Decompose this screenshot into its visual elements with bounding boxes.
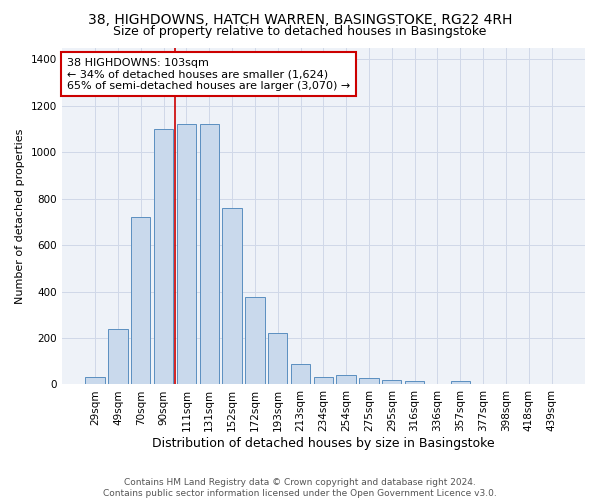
Bar (382, 380, 401, 384)
Bar (200, 124, 219, 384)
Bar (154, 129, 173, 384)
Bar (108, 328, 128, 384)
Bar (223, 208, 242, 384)
Bar (291, 364, 310, 384)
Bar (131, 217, 151, 384)
X-axis label: Distribution of detached houses by size in Basingstoke: Distribution of detached houses by size … (152, 437, 494, 450)
Text: Size of property relative to detached houses in Basingstoke: Size of property relative to detached ho… (113, 25, 487, 38)
Bar (337, 375, 356, 384)
Bar (268, 334, 287, 384)
Bar (359, 378, 379, 384)
Text: 38, HIGHDOWNS, HATCH WARREN, BASINGSTOKE, RG22 4RH: 38, HIGHDOWNS, HATCH WARREN, BASINGSTOKE… (88, 12, 512, 26)
Text: 38 HIGHDOWNS: 103sqm
← 34% of detached houses are smaller (1,624)
65% of semi-de: 38 HIGHDOWNS: 103sqm ← 34% of detached h… (67, 58, 350, 91)
Bar (451, 381, 470, 384)
Bar (177, 124, 196, 384)
Text: Contains HM Land Registry data © Crown copyright and database right 2024.
Contai: Contains HM Land Registry data © Crown c… (103, 478, 497, 498)
Bar (314, 378, 333, 384)
Bar (245, 298, 265, 384)
Bar (85, 378, 105, 384)
Y-axis label: Number of detached properties: Number of detached properties (15, 128, 25, 304)
Bar (405, 381, 424, 384)
